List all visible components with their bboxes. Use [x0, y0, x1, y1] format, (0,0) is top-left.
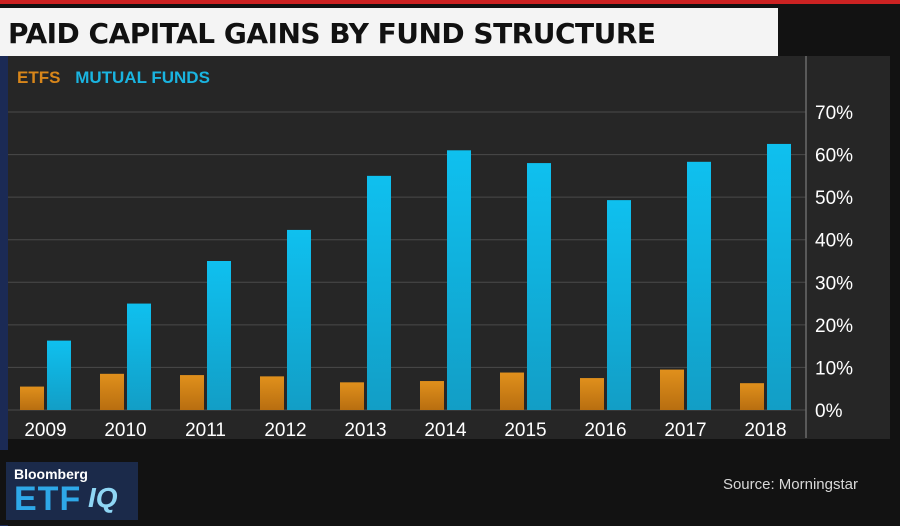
legend-mutual-funds: MUTUAL FUNDS [75, 68, 210, 87]
background-stripe [0, 56, 8, 526]
bar-etfs [20, 386, 44, 410]
logo-iq-text: IQ [88, 482, 118, 513]
bar-etfs [180, 375, 204, 410]
bar-mutual-funds [607, 200, 631, 410]
bar-mutual-funds [687, 161, 711, 410]
bar-etfs [340, 382, 364, 410]
logo-bloomberg-text: Bloomberg [14, 466, 88, 482]
y-tick-label: 20% [815, 316, 853, 337]
y-tick-label: 40% [815, 231, 853, 252]
bar-mutual-funds [47, 340, 71, 410]
bar-mutual-funds [447, 150, 471, 411]
bar-mutual-funds [127, 303, 151, 410]
bloomberg-etf-iq-logo: Bloomberg ETF IQ [6, 462, 138, 520]
y-tick-label: 10% [815, 358, 853, 379]
x-tick-label: 2009 [24, 420, 66, 441]
bar-etfs [260, 376, 284, 410]
bar-etfs [660, 369, 684, 410]
bar-etfs [420, 381, 444, 410]
chart-title: PAID CAPITAL GAINS BY FUND STRUCTURE [8, 17, 656, 50]
title-bar: PAID CAPITAL GAINS BY FUND STRUCTURE [0, 8, 778, 56]
y-tick-label: 0% [815, 401, 843, 422]
bar-mutual-funds [527, 163, 551, 410]
x-tick-label: 2014 [424, 420, 467, 441]
legend-etfs: ETFS [17, 68, 61, 87]
x-tick-label: 2010 [104, 420, 146, 441]
y-tick-label: 70% [815, 103, 853, 124]
bar-etfs [500, 372, 524, 410]
bar-mutual-funds [767, 143, 791, 410]
x-tick-label: 2011 [185, 420, 226, 441]
y-tick-label: 60% [815, 146, 853, 167]
logo-etf-text: ETF [14, 480, 82, 518]
bar-mutual-funds [367, 175, 391, 410]
x-tick-label: 2017 [664, 420, 706, 441]
top-accent-rule [0, 0, 900, 4]
source-note: Source: Morningstar [722, 476, 858, 493]
legend: ETFS MUTUAL FUNDS [17, 68, 220, 88]
footer [0, 450, 900, 525]
bar-etfs [100, 373, 124, 410]
bar-etfs [580, 378, 604, 410]
x-tick-label: 2018 [744, 420, 786, 441]
x-tick-label: 2016 [584, 420, 626, 441]
x-tick-label: 2012 [264, 420, 306, 441]
x-tick-label: 2015 [504, 420, 546, 441]
y-tick-label: 50% [815, 188, 853, 209]
bar-etfs [740, 383, 764, 410]
y-tick-label: 30% [815, 273, 853, 294]
x-tick-label: 2013 [344, 420, 386, 441]
bar-mutual-funds [287, 229, 311, 410]
bar-mutual-funds [207, 261, 231, 410]
